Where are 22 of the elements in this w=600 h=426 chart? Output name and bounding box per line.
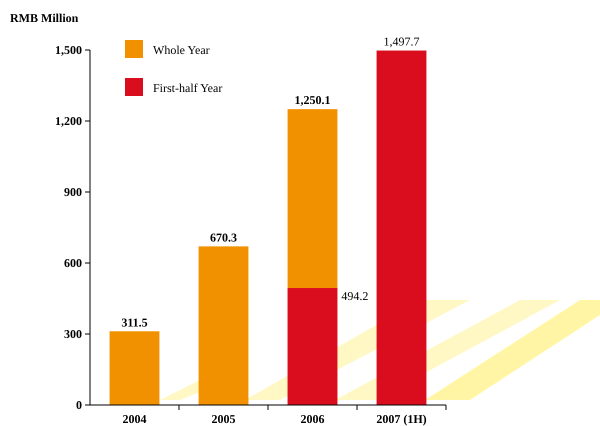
y-tick-label: 600	[64, 256, 82, 270]
data-label: 494.2	[341, 289, 368, 304]
x-tick-label: 2007 (1H)	[376, 412, 427, 426]
x-tick-label: 2005	[212, 412, 236, 426]
data-label: 670.3	[210, 230, 237, 244]
y-tick-label: 1,500	[55, 43, 82, 57]
bar	[288, 288, 338, 405]
bar	[198, 246, 248, 405]
bar	[376, 50, 426, 405]
y-tick-label: 1,200	[55, 114, 82, 128]
x-tick-label: 2004	[122, 412, 146, 426]
y-tick-label: 0	[76, 398, 82, 412]
legend-label: First-half Year	[153, 81, 222, 95]
x-tick-label: 2006	[300, 412, 324, 426]
data-label: 1,250.1	[294, 93, 330, 108]
data-label: 311.5	[121, 315, 148, 330]
data-label: 1,497.7	[384, 34, 420, 49]
legend-label: Whole Year	[153, 43, 210, 57]
y-tick-label: 900	[64, 185, 82, 199]
bar	[110, 331, 160, 405]
y-tick-label: 300	[64, 327, 82, 341]
y-axis-title: RMB Million	[10, 11, 79, 25]
